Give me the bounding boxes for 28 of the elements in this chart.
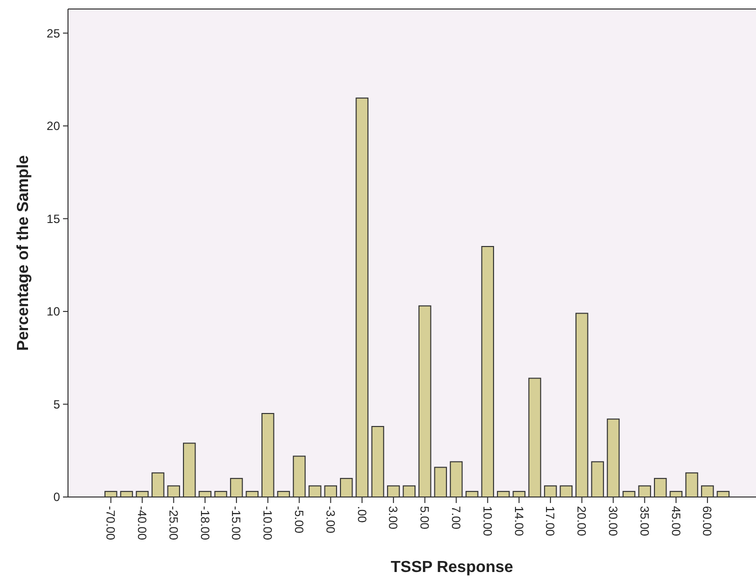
x-tick-label: 5.00 <box>418 506 432 530</box>
y-tick-label: 25 <box>46 26 60 40</box>
x-tick-label: 14.00 <box>512 506 526 536</box>
x-tick-label: 45.00 <box>668 506 683 536</box>
x-tick-label: -25.00 <box>166 506 180 540</box>
x-tick-label: 60.00 <box>700 506 714 536</box>
x-tick-label: -70.00 <box>104 506 118 540</box>
x-tick-label: 20.00 <box>574 506 589 536</box>
y-tick-label: 5 <box>53 397 60 412</box>
x-tick-label: 17.00 <box>543 506 558 536</box>
y-tick-label: 15 <box>46 212 60 226</box>
x-tick-label: .00 <box>354 506 369 524</box>
x-tick-label: 35.00 <box>637 506 652 536</box>
x-tick-label: 30.00 <box>606 506 620 536</box>
x-tick-label: -3.00 <box>323 506 338 534</box>
y-axis-title: Percentage of the Sample <box>15 155 32 351</box>
y-tick-label: 20 <box>46 119 60 134</box>
x-tick-label: -18.00 <box>198 506 212 540</box>
x-axis-title: TSSP Response <box>390 559 514 576</box>
x-tick-label: -15.00 <box>229 506 244 540</box>
x-tick-label: 7.00 <box>449 506 464 530</box>
y-tick-label: 0 <box>53 490 60 504</box>
x-tick-label: -10.00 <box>260 506 275 540</box>
x-tick-label: 3.00 <box>386 506 400 530</box>
x-tick-label: -40.00 <box>135 506 150 540</box>
y-tick-label: 10 <box>46 304 60 319</box>
x-tick-label: -5.00 <box>292 506 306 534</box>
x-tick-label: 10.00 <box>480 506 494 536</box>
